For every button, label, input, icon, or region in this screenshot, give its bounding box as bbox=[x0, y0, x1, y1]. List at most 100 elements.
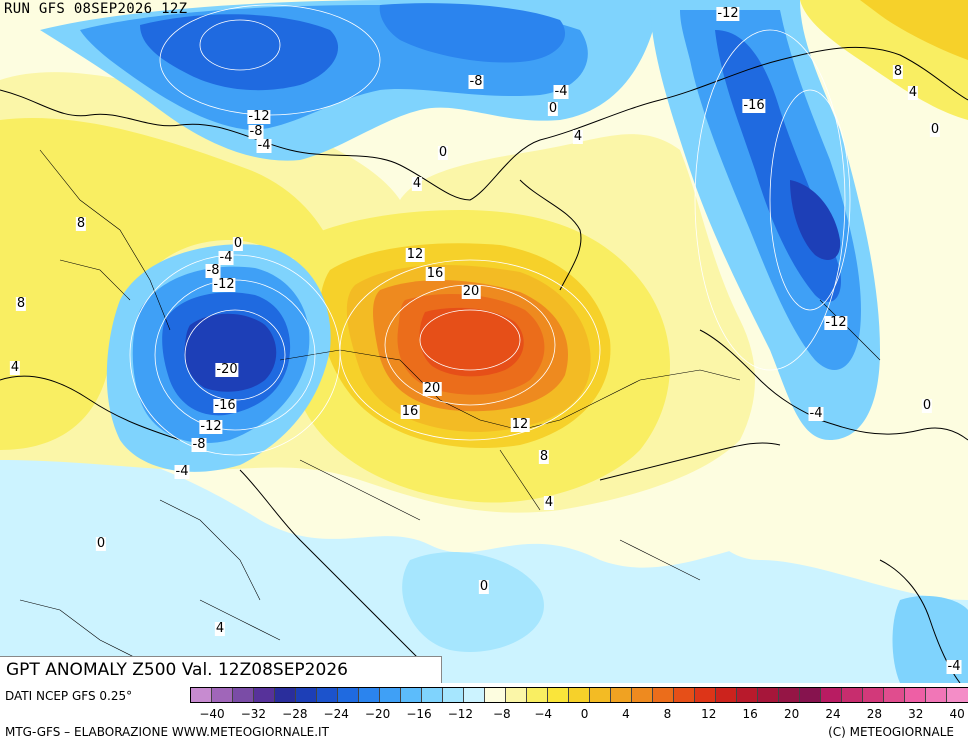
contour-label: -12 bbox=[199, 419, 223, 434]
colorbar-swatch bbox=[695, 688, 716, 702]
contour-label: 20 bbox=[461, 284, 481, 299]
contour-label: 4 bbox=[907, 85, 919, 100]
colorbar-tick-label: −8 bbox=[492, 707, 511, 721]
colorbar-tick-label: 4 bbox=[622, 707, 630, 721]
colorbar-swatch bbox=[296, 688, 317, 702]
colorbar-tick-label: 24 bbox=[825, 707, 841, 721]
colorbar-swatch bbox=[905, 688, 926, 702]
colorbar-tick-label: 12 bbox=[701, 707, 717, 721]
colorbar-swatch bbox=[779, 688, 800, 702]
colorbar-swatch bbox=[737, 688, 758, 702]
colorbar-swatch bbox=[947, 688, 968, 702]
colorbar-swatch bbox=[359, 688, 380, 702]
contour-label: -8 bbox=[205, 263, 221, 278]
contour-label: 4 bbox=[9, 360, 21, 375]
negative-north-core-west bbox=[140, 14, 339, 91]
contour-label: 16 bbox=[400, 404, 420, 419]
contour-label: -12 bbox=[716, 6, 740, 21]
contour-label: -4 bbox=[553, 84, 569, 99]
contour-label: 12 bbox=[510, 417, 530, 432]
colorbar-tick-label: −32 bbox=[240, 707, 267, 721]
colorbar-swatch bbox=[632, 688, 653, 702]
contour-label: 4 bbox=[411, 176, 423, 191]
colorbar-tick-label: 16 bbox=[742, 707, 758, 721]
map-canvas bbox=[0, 0, 968, 683]
colorbar-swatch bbox=[527, 688, 548, 702]
contour-label: 0 bbox=[437, 145, 449, 160]
colorbar-swatch bbox=[716, 688, 737, 702]
colorbar-ticks: −40 −32 −28 −24 −20 −16 −12 −8 −4 0 4 8 12 16 20 24 28 32… bbox=[190, 707, 967, 721]
colorbar-swatch bbox=[863, 688, 884, 702]
colorbar-swatch bbox=[569, 688, 590, 702]
colorbar-swatch bbox=[485, 688, 506, 702]
contour-label: -8 bbox=[191, 437, 207, 452]
contour-label: 20 bbox=[422, 381, 442, 396]
contour-label: 4 bbox=[214, 621, 226, 636]
contour-label: 0 bbox=[95, 536, 107, 551]
colorbar-tick-label: −12 bbox=[447, 707, 474, 721]
neutral-east-patch bbox=[698, 466, 968, 600]
contour-label: 0 bbox=[478, 579, 490, 594]
contour-label: 8 bbox=[538, 449, 550, 464]
colorbar-swatch bbox=[422, 688, 443, 702]
negative-north-core-east bbox=[379, 3, 566, 63]
data-source-label: DATI NCEP GFS 0.25° bbox=[5, 689, 133, 703]
positive-west-zone bbox=[0, 118, 340, 450]
elaboration-credit: MTG-GFS – ELABORAZIONE WWW.METEOGIORNALE… bbox=[5, 725, 329, 739]
contour-label: 16 bbox=[425, 266, 445, 281]
colorbar-swatch bbox=[653, 688, 674, 702]
negative-south-patch bbox=[402, 551, 544, 652]
colorbar-swatch bbox=[800, 688, 821, 702]
colorbar-swatch bbox=[254, 688, 275, 702]
contour-label: -4 bbox=[174, 464, 190, 479]
colorbar-swatch bbox=[506, 688, 527, 702]
contour-label: -8 bbox=[248, 124, 264, 139]
map-title: GPT ANOMALY Z500 Val. 12Z08SEP2026 bbox=[0, 656, 442, 683]
colorbar-swatch bbox=[380, 688, 401, 702]
colorbar-swatch bbox=[611, 688, 632, 702]
colorbar-swatch bbox=[338, 688, 359, 702]
colorbar-tick-label: −40 bbox=[199, 707, 225, 721]
colorbar-swatch bbox=[212, 688, 233, 702]
contour-label: -20 bbox=[215, 362, 239, 377]
colorbar-swatch bbox=[842, 688, 863, 702]
country-borders bbox=[19, 149, 881, 661]
contour-label: 0 bbox=[921, 398, 933, 413]
contour-label: 8 bbox=[15, 296, 27, 311]
colorbar bbox=[190, 687, 968, 703]
colorbar-tick-label: 32 bbox=[908, 707, 924, 721]
colorbar-swatch bbox=[443, 688, 464, 702]
contour-label: 0 bbox=[547, 101, 559, 116]
colorbar-swatch bbox=[464, 688, 485, 702]
negative-east-deep bbox=[790, 180, 841, 260]
contour-label: -12 bbox=[212, 277, 236, 292]
colorbar-swatch bbox=[191, 688, 212, 702]
colorbar-tick-label: 20 bbox=[783, 707, 800, 721]
contour-label: 12 bbox=[405, 247, 425, 262]
contour-label: -16 bbox=[742, 98, 766, 113]
colorbar-swatch bbox=[401, 688, 422, 702]
contour-label: -4 bbox=[946, 659, 962, 674]
contour-label: 0 bbox=[929, 122, 941, 137]
colorbar-swatch bbox=[233, 688, 254, 702]
colorbar-swatch bbox=[926, 688, 947, 702]
contour-label: -12 bbox=[824, 315, 848, 330]
colorbar-swatch bbox=[275, 688, 296, 702]
contour-label: 0 bbox=[232, 236, 244, 251]
negative-west-core bbox=[184, 313, 277, 392]
contour-label: 8 bbox=[892, 64, 904, 79]
colorbar-tick-label: −28 bbox=[282, 707, 308, 721]
contour-label: -8 bbox=[468, 74, 484, 89]
colorbar-swatch bbox=[548, 688, 569, 702]
colorbar-swatch bbox=[590, 688, 611, 702]
colorbar-tick-label: −16 bbox=[406, 707, 432, 721]
legend-footer: DATI NCEP GFS 0.25° −40 −32 −28 −24 −20 −16 −1… bbox=[0, 683, 968, 745]
colorbar-tick-label: 28 bbox=[866, 707, 883, 721]
colorbar-tick-label: −4 bbox=[534, 707, 553, 721]
colorbar-tick-label: 8 bbox=[663, 707, 672, 721]
run-title: RUN GFS 08SEP2026 12Z bbox=[4, 1, 188, 17]
contour-label: 8 bbox=[75, 216, 87, 231]
contour-label: -4 bbox=[808, 406, 824, 421]
contour-label: -4 bbox=[256, 138, 272, 153]
colorbar-tick-label: −24 bbox=[323, 707, 349, 721]
